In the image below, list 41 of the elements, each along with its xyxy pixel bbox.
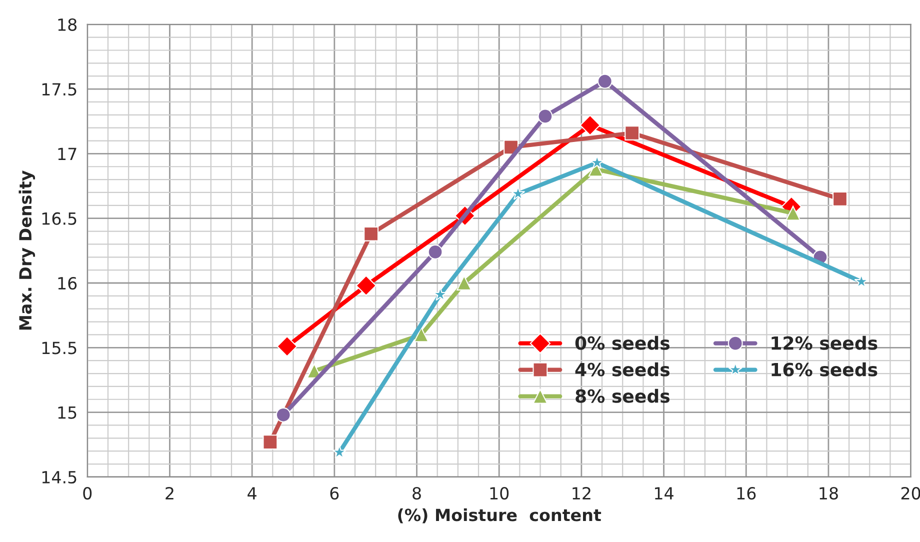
point xyxy=(428,244,443,260)
point xyxy=(276,336,298,357)
x-tick-label: 20 xyxy=(901,486,920,500)
point xyxy=(332,444,346,459)
y-tick-label: 17.5 xyxy=(42,83,76,96)
y-tick-label: 17 xyxy=(58,148,76,160)
y-tick-label: 15.5 xyxy=(42,342,76,354)
legend-label: 8% seeds xyxy=(576,388,670,403)
x-tick-label: 4 xyxy=(248,487,256,500)
x-tick-label: 18 xyxy=(820,486,838,500)
point xyxy=(364,226,379,242)
point xyxy=(580,114,600,136)
legend-label: 0% seeds xyxy=(575,336,670,350)
y-tick-label: 16.5 xyxy=(42,212,76,225)
y-tick-label: 18 xyxy=(58,18,77,31)
x-tick-label: 2 xyxy=(166,486,174,500)
legend-label: 16% seeds xyxy=(772,362,878,376)
point xyxy=(356,275,376,296)
point xyxy=(597,74,612,89)
point xyxy=(414,327,429,342)
point xyxy=(276,407,291,422)
y-tick-label: 14.5 xyxy=(42,471,76,484)
point xyxy=(624,126,640,140)
x-tick-label: 0 xyxy=(83,486,92,500)
x-tick-label: 16 xyxy=(737,486,756,500)
y-tick-label: 15 xyxy=(58,406,76,419)
point xyxy=(786,206,801,221)
legend-label: 4% seeds xyxy=(575,362,670,376)
x-tick-label: 10 xyxy=(490,486,509,500)
point xyxy=(456,276,472,290)
y-axis-title: Max. Dry Density xyxy=(18,170,36,330)
x-axis-title: (%) Moisture content xyxy=(398,508,602,524)
x-tick-label: 8 xyxy=(412,486,421,500)
point xyxy=(832,191,848,206)
x-tick-label: 14 xyxy=(655,487,674,500)
x-tick-label: 6 xyxy=(330,486,339,500)
legend-label: 12% seeds xyxy=(772,336,878,350)
point xyxy=(538,108,553,124)
y-tick-label: 16 xyxy=(58,276,77,290)
x-tick-label: 12 xyxy=(572,486,590,500)
point xyxy=(262,434,278,450)
